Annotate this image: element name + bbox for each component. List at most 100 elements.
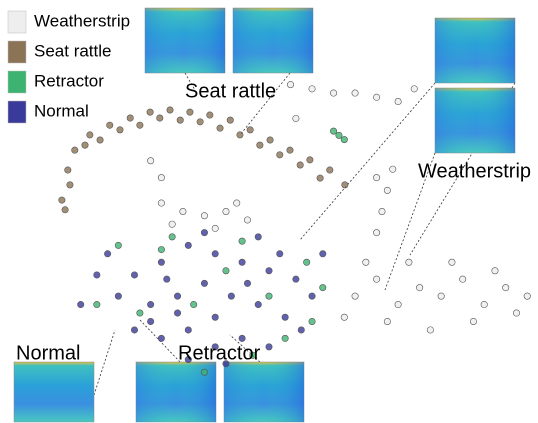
point	[147, 301, 153, 307]
point	[503, 284, 509, 290]
point	[82, 142, 88, 148]
point	[169, 221, 175, 227]
point	[131, 272, 137, 278]
point	[87, 132, 93, 138]
point	[158, 174, 164, 180]
point	[459, 276, 465, 282]
point	[239, 259, 245, 265]
legend-label: Weatherstrip	[34, 11, 130, 30]
point	[336, 132, 342, 138]
point	[131, 327, 137, 333]
point	[373, 229, 379, 235]
point	[197, 119, 203, 125]
point	[287, 81, 293, 87]
point	[107, 122, 113, 128]
point	[158, 335, 164, 341]
point	[449, 259, 455, 265]
point	[470, 318, 476, 324]
point	[115, 242, 121, 248]
point	[223, 208, 229, 214]
point	[352, 293, 358, 299]
point	[190, 301, 196, 307]
point	[330, 128, 336, 134]
point	[406, 259, 412, 265]
point	[363, 259, 369, 265]
point	[266, 268, 272, 274]
spectrogram	[145, 8, 225, 73]
point	[395, 301, 401, 307]
point	[201, 369, 207, 375]
point	[201, 213, 207, 219]
point	[255, 234, 261, 240]
annotation: Weatherstrip	[418, 160, 531, 182]
point	[287, 147, 293, 153]
point	[255, 301, 261, 307]
point	[513, 310, 519, 316]
point	[297, 162, 303, 168]
point	[524, 293, 530, 299]
point	[72, 147, 78, 153]
point	[174, 310, 180, 316]
point	[158, 246, 164, 252]
point	[481, 301, 487, 307]
point	[201, 280, 207, 286]
point	[239, 335, 245, 341]
point	[158, 200, 164, 206]
point	[327, 167, 333, 173]
legend-swatch	[8, 41, 26, 63]
legend-label: Normal	[34, 101, 89, 120]
point	[298, 327, 304, 333]
point	[228, 293, 234, 299]
point	[427, 327, 433, 333]
point	[293, 115, 299, 121]
point	[384, 187, 390, 193]
point	[185, 242, 191, 248]
point	[59, 197, 65, 203]
point	[282, 314, 288, 320]
point	[244, 217, 250, 223]
point	[97, 137, 103, 143]
point	[104, 251, 110, 257]
legend: WeatherstripSeat rattleRetractorNormal	[8, 11, 130, 123]
spectrogram	[435, 18, 515, 83]
point	[158, 259, 164, 265]
point	[411, 86, 417, 92]
point	[127, 115, 133, 121]
point	[223, 268, 229, 274]
legend-swatch	[8, 101, 26, 123]
point	[94, 272, 100, 278]
spectrogram	[14, 362, 94, 422]
point	[373, 94, 379, 100]
point	[416, 284, 422, 290]
point	[244, 280, 250, 286]
point	[384, 318, 390, 324]
point	[390, 166, 396, 172]
point	[157, 115, 163, 121]
point	[137, 122, 143, 128]
point	[174, 293, 180, 299]
chart: Seat rattle Weatherstrip Normal Retracto…	[0, 0, 538, 423]
point	[62, 207, 68, 213]
point	[303, 259, 309, 265]
spectrogram	[233, 8, 313, 73]
point	[379, 208, 385, 214]
point	[212, 251, 218, 257]
point	[341, 314, 347, 320]
point	[164, 276, 170, 282]
point	[373, 174, 379, 180]
point	[169, 234, 175, 240]
annotation: Seat rattle	[185, 80, 276, 102]
spectrogram	[224, 362, 304, 422]
point	[309, 293, 315, 299]
point	[167, 107, 173, 113]
point	[227, 117, 233, 123]
point	[352, 90, 358, 96]
spectrogram	[435, 88, 515, 153]
point	[320, 284, 326, 290]
point	[266, 293, 272, 299]
point	[395, 98, 401, 104]
point	[237, 132, 243, 138]
point	[212, 314, 218, 320]
point	[277, 152, 283, 158]
point	[185, 327, 191, 333]
